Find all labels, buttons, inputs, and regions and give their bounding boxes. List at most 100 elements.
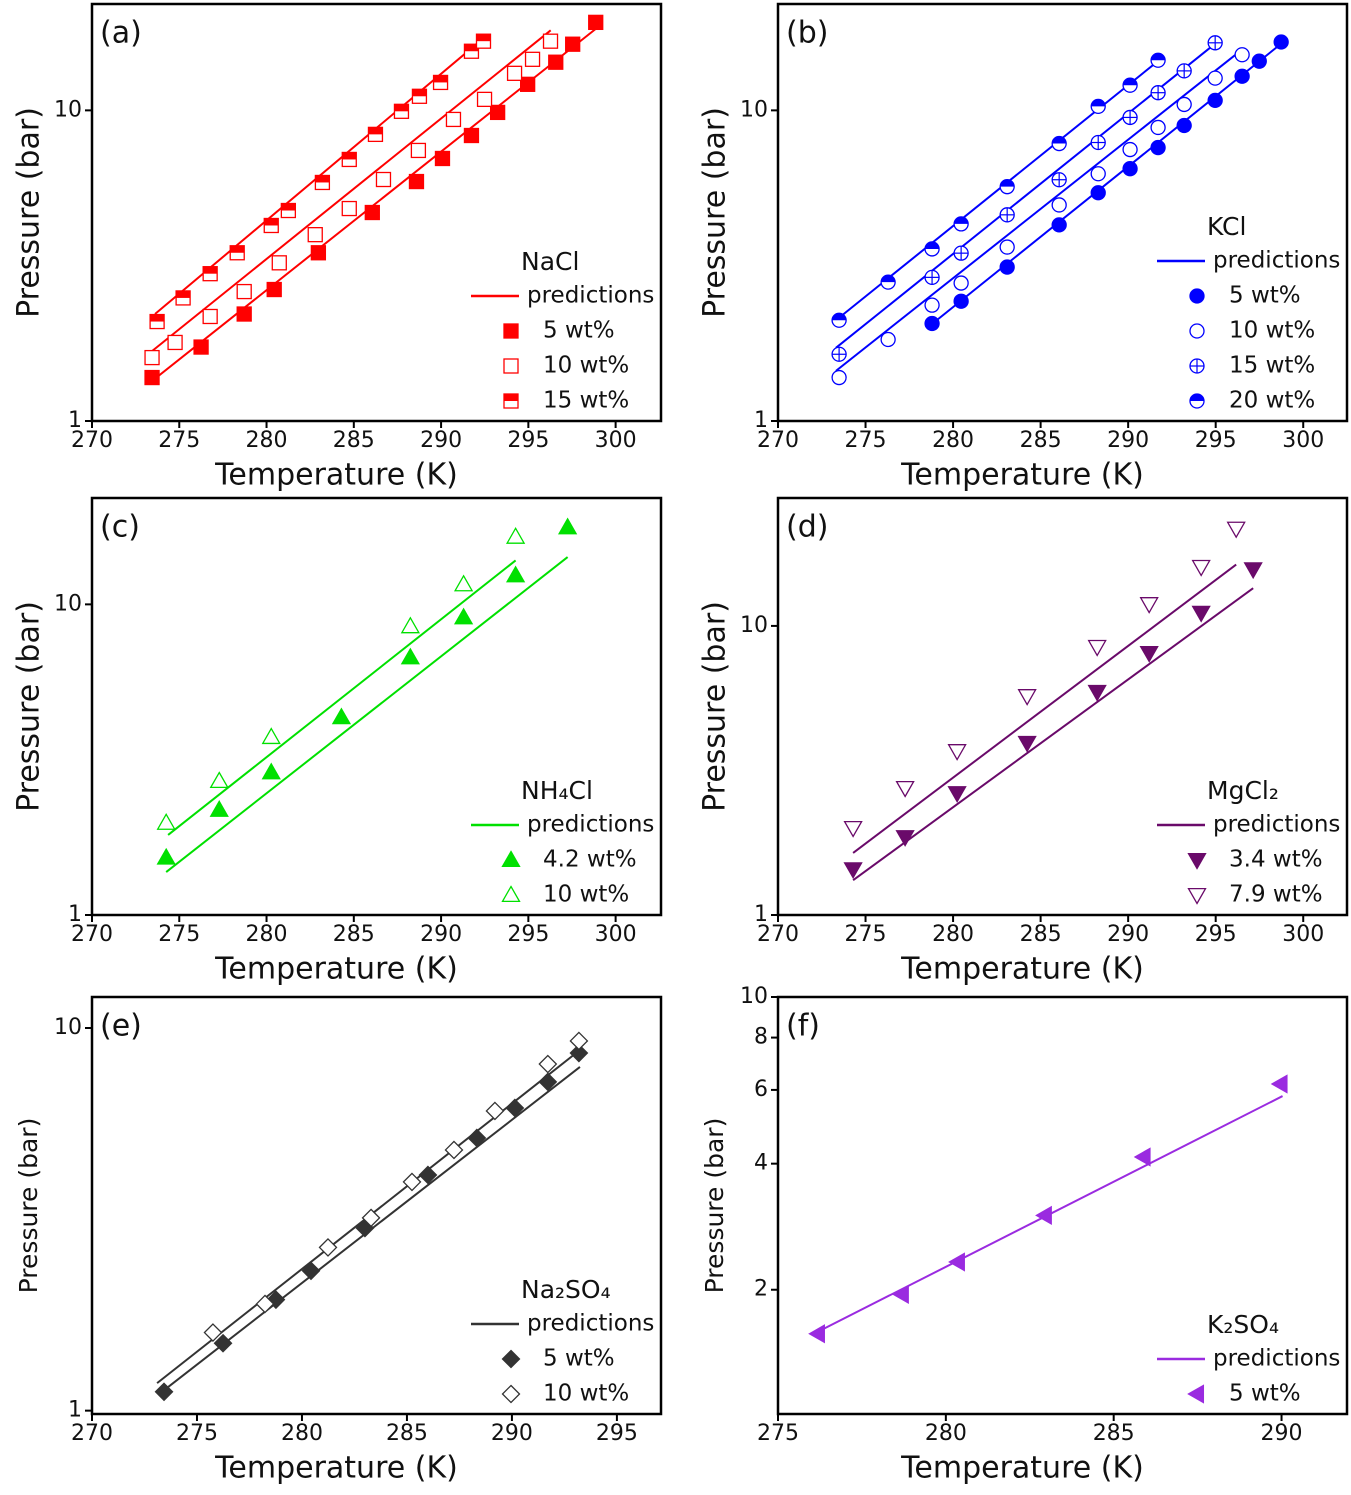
data-point bbox=[924, 241, 940, 257]
x-tick-label: 300 bbox=[595, 922, 637, 947]
panel-label: (d) bbox=[786, 510, 828, 545]
marker-part bbox=[1189, 323, 1205, 339]
x-axis-label: Temperature (K) bbox=[900, 458, 1144, 493]
data-point bbox=[261, 727, 281, 745]
data-point bbox=[1122, 161, 1138, 177]
marker-part bbox=[236, 283, 252, 300]
marker-part bbox=[310, 245, 327, 261]
data-point bbox=[209, 771, 229, 789]
y-axis-label: Pressure (bar) bbox=[14, 1118, 43, 1294]
legend-title: NaCl bbox=[521, 247, 579, 276]
marker-part bbox=[1176, 96, 1192, 113]
y-axis-label: Pressure (bar) bbox=[698, 107, 733, 318]
marker-part bbox=[408, 173, 425, 190]
y-tick-label: 10 bbox=[54, 97, 82, 122]
marker-part bbox=[1139, 645, 1159, 663]
x-tick-label: 280 bbox=[932, 922, 974, 947]
panel-label: (e) bbox=[100, 1009, 142, 1044]
y-tick-label: 6 bbox=[754, 1077, 768, 1102]
data-point bbox=[463, 127, 480, 144]
data-point bbox=[524, 51, 541, 67]
legend-label: predictions bbox=[1213, 248, 1340, 274]
legend-label: 5 wt% bbox=[1229, 1381, 1301, 1407]
data-point bbox=[341, 200, 357, 217]
legend-marker bbox=[503, 393, 519, 409]
data-point bbox=[266, 281, 282, 298]
marker-part bbox=[924, 315, 940, 332]
data-point bbox=[476, 91, 493, 108]
data-point bbox=[1087, 639, 1107, 657]
prediction-line bbox=[852, 587, 1254, 881]
marker-part bbox=[954, 216, 969, 224]
marker-part bbox=[467, 1128, 487, 1148]
marker-part bbox=[999, 239, 1015, 255]
marker-part bbox=[150, 314, 165, 322]
marker-part bbox=[1052, 136, 1067, 144]
x-tick-label: 280 bbox=[246, 428, 288, 453]
marker-part bbox=[558, 517, 578, 535]
data-point bbox=[1139, 645, 1159, 663]
marker-part bbox=[341, 200, 357, 217]
marker-part bbox=[402, 1172, 422, 1192]
prediction-line bbox=[167, 559, 517, 836]
marker-part bbox=[880, 331, 896, 348]
prediction-line bbox=[149, 29, 552, 354]
marker-part bbox=[202, 308, 218, 325]
marker-part bbox=[503, 358, 519, 374]
legend-label: 7.9 wt% bbox=[1229, 882, 1323, 908]
marker-part bbox=[1090, 185, 1106, 201]
marker-part bbox=[193, 339, 209, 355]
data-point bbox=[1150, 85, 1166, 101]
marker-part bbox=[1207, 70, 1223, 86]
marker-part bbox=[1139, 597, 1159, 614]
marker-part bbox=[144, 349, 160, 366]
marker-part bbox=[501, 885, 521, 903]
data-point bbox=[880, 331, 896, 348]
marker-part bbox=[501, 850, 521, 868]
x-tick-label: 285 bbox=[1020, 922, 1062, 947]
marker-part bbox=[565, 36, 581, 52]
panel-label: (c) bbox=[100, 510, 140, 545]
x-axis-label: Temperature (K) bbox=[214, 952, 458, 987]
data-point bbox=[445, 111, 462, 128]
panel-label: (b) bbox=[786, 16, 828, 51]
marker-part bbox=[400, 647, 420, 665]
y-axis-label: Pressure (bar) bbox=[698, 601, 733, 812]
data-point bbox=[565, 36, 581, 52]
marker-part bbox=[542, 33, 559, 49]
marker-part bbox=[1035, 1205, 1052, 1226]
data-point bbox=[364, 204, 380, 221]
marker-part bbox=[947, 744, 967, 761]
x-tick-label: 290 bbox=[1107, 922, 1149, 947]
data-point bbox=[1051, 217, 1067, 233]
data-point bbox=[1191, 559, 1211, 577]
legend-marker bbox=[1189, 288, 1205, 304]
x-tick-label: 270 bbox=[757, 428, 799, 453]
data-point bbox=[999, 259, 1015, 275]
data-point bbox=[1133, 1147, 1151, 1167]
data-point bbox=[538, 1054, 558, 1074]
marker-part bbox=[569, 1031, 589, 1051]
data-point bbox=[209, 800, 229, 817]
data-point bbox=[144, 349, 160, 366]
data-point bbox=[520, 76, 536, 92]
legend-marker bbox=[501, 1384, 521, 1404]
data-point bbox=[318, 1238, 338, 1257]
data-point bbox=[1090, 134, 1106, 151]
legend-marker bbox=[1187, 887, 1207, 905]
data-point bbox=[402, 1172, 422, 1192]
data-point bbox=[1234, 68, 1250, 84]
data-point bbox=[1270, 1074, 1288, 1094]
y-axis-label: Pressure (bar) bbox=[12, 107, 47, 318]
data-point bbox=[1051, 172, 1067, 188]
data-point bbox=[1090, 166, 1106, 182]
data-point bbox=[1207, 92, 1223, 109]
data-point bbox=[1273, 34, 1289, 50]
data-point bbox=[843, 862, 863, 880]
data-point bbox=[467, 1128, 487, 1148]
data-point bbox=[432, 74, 449, 91]
marker-part bbox=[1187, 887, 1207, 905]
data-point bbox=[1139, 597, 1159, 614]
data-point bbox=[895, 830, 915, 847]
